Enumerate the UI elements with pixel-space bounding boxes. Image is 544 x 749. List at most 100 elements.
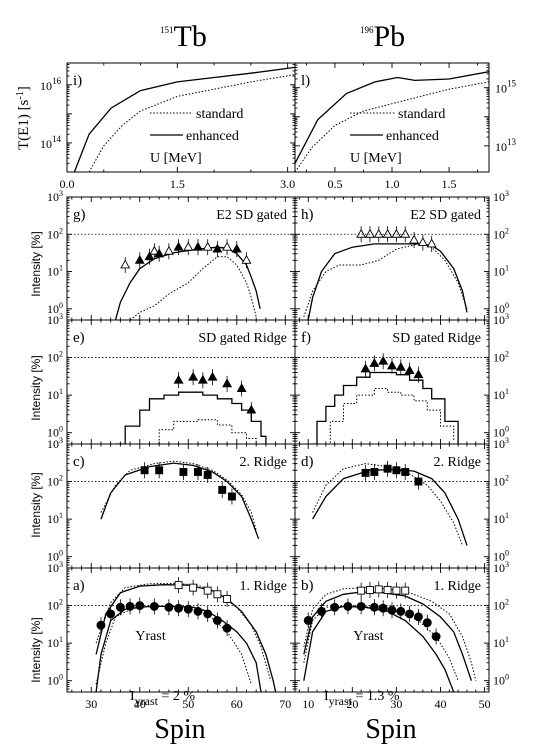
marker-square-b <box>392 586 401 595</box>
yticklabel-f: 103 <box>493 312 509 327</box>
yticklabel-c: 103 <box>47 436 63 451</box>
xticklabel-a: 70 <box>279 697 291 711</box>
marker-circle-a <box>174 603 184 613</box>
xtitle-left: Spin <box>154 714 205 745</box>
series-b-solid-yrast <box>303 605 455 692</box>
marker-square-b <box>366 586 374 594</box>
panel-note-b: 1. Ridge <box>434 579 481 594</box>
panel-a: 100 101 102 103 30 40 50 60 70 a) 1. Ridge Yrast <box>47 560 296 711</box>
title-right: 196Pb <box>360 20 405 53</box>
yticklabel-g: 101 <box>47 264 63 279</box>
marker-triangle-f <box>404 365 415 375</box>
marker-triangle-g <box>183 241 194 251</box>
marker-circle-a <box>183 604 193 614</box>
panel-label-i: i) <box>73 73 82 89</box>
xtitle-right: Spin <box>365 714 416 745</box>
panel-label-f: f) <box>301 330 311 346</box>
inner-c <box>100 460 260 540</box>
inner-d <box>312 460 468 546</box>
marker-circle-b <box>431 632 441 641</box>
marker-square-d <box>392 466 401 475</box>
u-axis-left: U [MeV] <box>150 151 202 166</box>
yticklabel-c: 101 <box>47 511 63 526</box>
marker-square-c <box>140 466 149 475</box>
ytitle-e: Intensity [%] <box>29 355 43 420</box>
yticklabel-d: 102 <box>493 474 509 489</box>
u-axis-right: U [MeV] <box>350 151 402 166</box>
marker-square-b <box>383 586 392 594</box>
marker-square-c <box>179 468 188 476</box>
yticklabel-e: 102 <box>47 350 63 365</box>
marker-square-b <box>357 586 366 595</box>
inner-a <box>95 577 277 692</box>
yticklabel-a: 102 <box>47 598 63 613</box>
marker-triangle-f <box>369 357 380 367</box>
series-b-dotted-ridge <box>303 587 477 681</box>
yticklabel-i: 1016 <box>40 76 62 93</box>
yticklabel-a: 100 <box>47 673 63 688</box>
marker-square-a <box>189 583 198 592</box>
marker-square-d <box>361 468 370 477</box>
series-g-solid <box>114 246 261 320</box>
yticklabel-d: 103 <box>493 436 509 451</box>
xticklabel-b: 30 <box>390 697 402 711</box>
marker-triangle-g <box>231 243 242 253</box>
yticklabel-f: 101 <box>493 387 509 402</box>
marker-circle-a <box>115 602 125 612</box>
xticklabel-i: 3.0 <box>280 177 295 191</box>
xticklabel-l: 1.5 <box>442 177 457 191</box>
marker-triangle-e <box>197 374 208 384</box>
marker-triangle-e <box>207 371 218 381</box>
panel-c: 100 101 102 103 c) 2. Ridge <box>47 436 296 569</box>
panel-note-e: SD gated Ridge <box>198 331 287 346</box>
marker-triangle-e <box>222 378 233 388</box>
marker-triangle-e <box>246 404 257 414</box>
marker-triangle-f <box>395 361 406 371</box>
yticklabel-e: 101 <box>47 387 63 402</box>
series-f-dotted <box>321 388 455 444</box>
marker-triangle-f <box>413 369 424 379</box>
marker-circle-b <box>396 606 406 616</box>
marker-square-c <box>218 485 227 494</box>
marker-circle-a <box>212 616 222 625</box>
series-i-enhanced <box>73 66 295 172</box>
yticklabel-f: 102 <box>493 350 509 365</box>
yticklabel-c: 102 <box>47 474 63 489</box>
xticklabel-b: 40 <box>435 697 447 711</box>
yticklabel-g: 103 <box>47 189 63 204</box>
yticklabel-b: 103 <box>493 560 509 575</box>
marker-triangle-g <box>120 259 131 269</box>
panel-label-b: b) <box>301 578 314 594</box>
legend-enhanced-right: enhanced <box>386 129 439 144</box>
marker-circle-b <box>378 603 388 613</box>
panel-note-g: E2 SD gated <box>216 208 287 223</box>
series-i-standard <box>88 74 295 172</box>
inner-e <box>115 369 267 444</box>
series-h-dotted <box>303 243 468 318</box>
marker-circle-a <box>106 609 116 619</box>
iyrast-left: Iyrast = 2 % <box>130 689 195 708</box>
iyrast-right: Iyrast = 1.3 % <box>324 689 400 708</box>
marker-triangle-h <box>417 237 428 246</box>
marker-circle-a <box>203 609 213 619</box>
yticklabel-l: 1013 <box>495 137 517 154</box>
marker-square-d <box>370 468 379 476</box>
marker-circle-a <box>149 601 159 611</box>
inner-h <box>303 226 468 320</box>
ytitle-a: Intensity [%] <box>29 617 43 682</box>
inner-l <box>295 71 489 172</box>
yticklabel-d: 100 <box>493 549 509 564</box>
yticklabel-a: 101 <box>47 635 63 650</box>
panel-note-h: E2 SD gated <box>410 208 481 223</box>
xticklabel-b: 20 <box>346 697 358 711</box>
panel-e: 100 101 102 103 e) SD gated Ridge <box>47 312 296 445</box>
panel-label-d: d) <box>301 454 314 470</box>
yticklabel-l: 1015 <box>495 79 517 96</box>
yticklabel-g: 100 <box>47 301 63 316</box>
marker-triangle-f <box>378 355 389 365</box>
panel-label-l: l) <box>301 73 310 89</box>
panel-label-e: e) <box>73 330 85 346</box>
xticklabel-i: 0.0 <box>60 177 75 191</box>
panel-label-c: c) <box>73 454 85 470</box>
marker-triangle-h <box>400 228 411 238</box>
